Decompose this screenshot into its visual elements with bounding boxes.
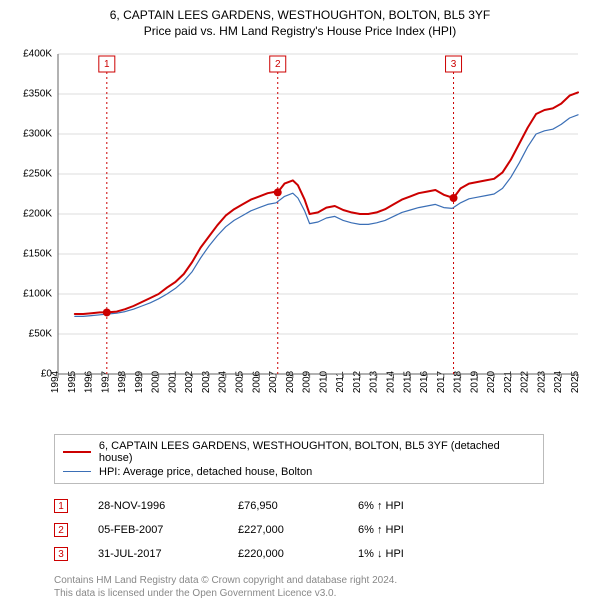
event-point — [103, 308, 111, 316]
legend-swatch — [63, 471, 91, 472]
legend-row: HPI: Average price, detached house, Bolt… — [63, 465, 535, 479]
y-tick-label: £250K — [23, 168, 52, 179]
chart-svg: £0£50K£100K£150K£200K£250K£300K£350K£400… — [12, 44, 588, 424]
event-row: 2 05-FEB-2007£227,0006% ↑ HPI — [54, 518, 544, 542]
event-marker: 1 — [54, 499, 68, 513]
event-pct: 6% ↑ HPI — [358, 518, 544, 542]
event-row: 3 31-JUL-2017£220,0001% ↓ HPI — [54, 542, 544, 566]
legend-row: 6, CAPTAIN LEES GARDENS, WESTHOUGHTON, B… — [63, 439, 535, 465]
event-point — [450, 194, 458, 202]
y-tick-label: £300K — [23, 128, 52, 139]
attribution-footer: Contains HM Land Registry data © Crown c… — [54, 574, 588, 600]
legend-swatch — [63, 451, 91, 453]
y-tick-label: £350K — [23, 88, 52, 99]
chart-subtitle: Price paid vs. HM Land Registry's House … — [12, 24, 588, 38]
legend-label: 6, CAPTAIN LEES GARDENS, WESTHOUGHTON, B… — [99, 440, 535, 464]
event-date: 31-JUL-2017 — [98, 542, 238, 566]
legend: 6, CAPTAIN LEES GARDENS, WESTHOUGHTON, B… — [54, 434, 544, 484]
event-marker-number: 2 — [275, 59, 281, 70]
event-price: £220,000 — [238, 542, 358, 566]
legend-label: HPI: Average price, detached house, Bolt… — [99, 466, 312, 478]
event-marker: 2 — [54, 523, 68, 537]
page: 6, CAPTAIN LEES GARDENS, WESTHOUGHTON, B… — [0, 0, 600, 590]
y-tick-label: £400K — [23, 48, 52, 59]
y-tick-label: £150K — [23, 248, 52, 259]
footer-line: This data is licensed under the Open Gov… — [54, 587, 588, 600]
y-tick-label: £100K — [23, 288, 52, 299]
event-pct: 1% ↓ HPI — [358, 542, 544, 566]
chart: £0£50K£100K£150K£200K£250K£300K£350K£400… — [12, 44, 588, 424]
event-marker-number: 3 — [451, 59, 457, 70]
event-price: £227,000 — [238, 518, 358, 542]
event-pct: 6% ↑ HPI — [358, 494, 544, 518]
event-date: 28-NOV-1996 — [98, 494, 238, 518]
event-marker: 3 — [54, 547, 68, 561]
chart-title: 6, CAPTAIN LEES GARDENS, WESTHOUGHTON, B… — [12, 8, 588, 24]
footer-line: Contains HM Land Registry data © Crown c… — [54, 574, 588, 587]
events-table: 1 28-NOV-1996£76,9506% ↑ HPI 2 05-FEB-2007£… — [54, 494, 544, 566]
event-point — [274, 188, 282, 196]
y-tick-label: £50K — [29, 328, 53, 339]
event-row: 1 28-NOV-1996£76,9506% ↑ HPI — [54, 494, 544, 518]
event-date: 05-FEB-2007 — [98, 518, 238, 542]
y-tick-label: £200K — [23, 208, 52, 219]
event-marker-number: 1 — [104, 59, 110, 70]
event-price: £76,950 — [238, 494, 358, 518]
